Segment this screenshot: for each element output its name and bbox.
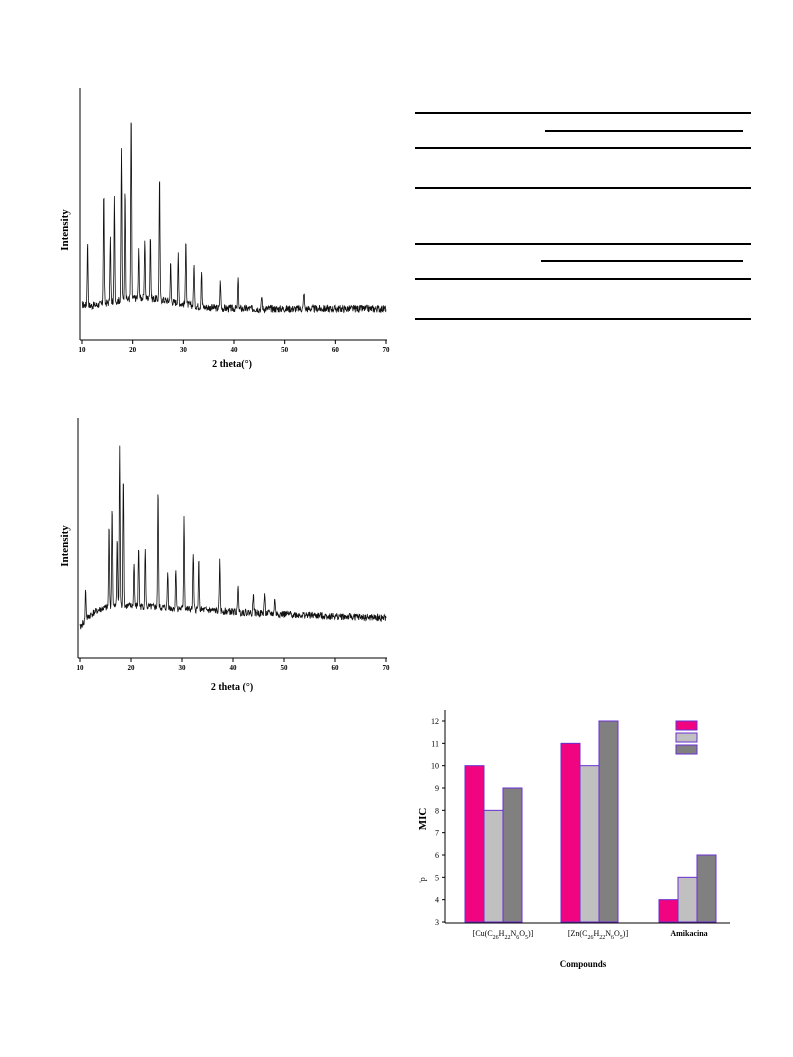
- y-tick-label: 10: [431, 762, 439, 771]
- mic-category-label-amikacina: Amikacina: [670, 929, 707, 938]
- x-tick-label: 50: [281, 346, 289, 354]
- x-tick-label: 10: [79, 346, 87, 354]
- mic-bar: [598, 720, 619, 923]
- y-tick-label: 8: [435, 806, 439, 815]
- table-top-rule: [415, 112, 751, 114]
- x-tick-label: 70: [383, 664, 391, 672]
- legend-swatch: [675, 744, 698, 755]
- x-tick-label: 10: [77, 664, 85, 672]
- x-tick-label: 20: [129, 346, 137, 354]
- table-header-span-rule: [545, 130, 743, 132]
- xrd-plot-bottom: Intensity 10 20 30 40 50 60 70 2 theta (°): [59, 418, 391, 693]
- xrd-bottom-ylabel: Intensity: [59, 525, 71, 567]
- x-tick-label: 40: [230, 664, 238, 672]
- y-tick-label: 4: [435, 896, 439, 905]
- table-second-header-rule: [415, 278, 751, 280]
- table-bottom-rule: [415, 318, 751, 320]
- y-tick-label: 6: [435, 851, 439, 860]
- x-tick-label: 60: [332, 346, 340, 354]
- xrd-top-trace: [81, 122, 387, 314]
- table-section-end-rule: [415, 187, 751, 189]
- table-second-top-rule: [415, 243, 751, 245]
- x-tick-label: 40: [231, 346, 239, 354]
- mic-xlabel: Compounds: [560, 959, 607, 969]
- x-tick-label: 60: [332, 664, 340, 672]
- xrd-top-ylabel: Intensity: [59, 209, 71, 251]
- mic-bar: [579, 765, 600, 923]
- y-tick-label: 5: [435, 873, 439, 882]
- x-tick-label: 30: [180, 346, 188, 354]
- table-header-rule: [415, 147, 751, 149]
- y-tick-label: 7: [435, 829, 439, 838]
- stray-mark: 'p: [418, 877, 427, 882]
- mic-bar: [464, 765, 485, 923]
- x-tick-label: 50: [281, 664, 289, 672]
- table-second-span-rule: [541, 260, 743, 262]
- mic-bar: [502, 787, 523, 923]
- mic-bar: [483, 809, 504, 923]
- x-tick-label: 70: [383, 346, 391, 354]
- xrd-top-xlabel: 2 theta(°): [212, 359, 252, 370]
- mic-category-label-zn: [Zn(C26H22N6O5)]: [568, 929, 629, 941]
- mic-bar: [696, 854, 717, 923]
- legend-swatch: [675, 732, 698, 743]
- mic-bar: [658, 899, 679, 923]
- mic-ylabel: MIC: [417, 808, 429, 831]
- x-tick-label: 20: [128, 664, 136, 672]
- xrd-bottom-trace: [79, 445, 387, 630]
- mic-bar-chart: MIC 'p 3 4 5 6 7 8 9 10 11 12 [Cu(C26H22N6O5)] [Z…: [417, 710, 730, 969]
- legend-swatch: [675, 720, 698, 731]
- y-tick-label: 11: [431, 739, 439, 748]
- y-tick-label: 9: [435, 784, 439, 793]
- mic-bar: [677, 876, 698, 923]
- xrd-plot-top: Intensity 10 20 30 40 50 60 70 2 theta(°): [59, 88, 391, 370]
- y-tick-label: 12: [431, 717, 439, 726]
- xrd-bottom-xlabel: 2 theta (°): [211, 682, 253, 693]
- y-tick-label: 3: [435, 918, 439, 927]
- x-tick-label: 30: [179, 664, 187, 672]
- mic-bar: [560, 742, 581, 923]
- mic-category-label-cu: [Cu(C26H22N6O5)]: [473, 929, 534, 941]
